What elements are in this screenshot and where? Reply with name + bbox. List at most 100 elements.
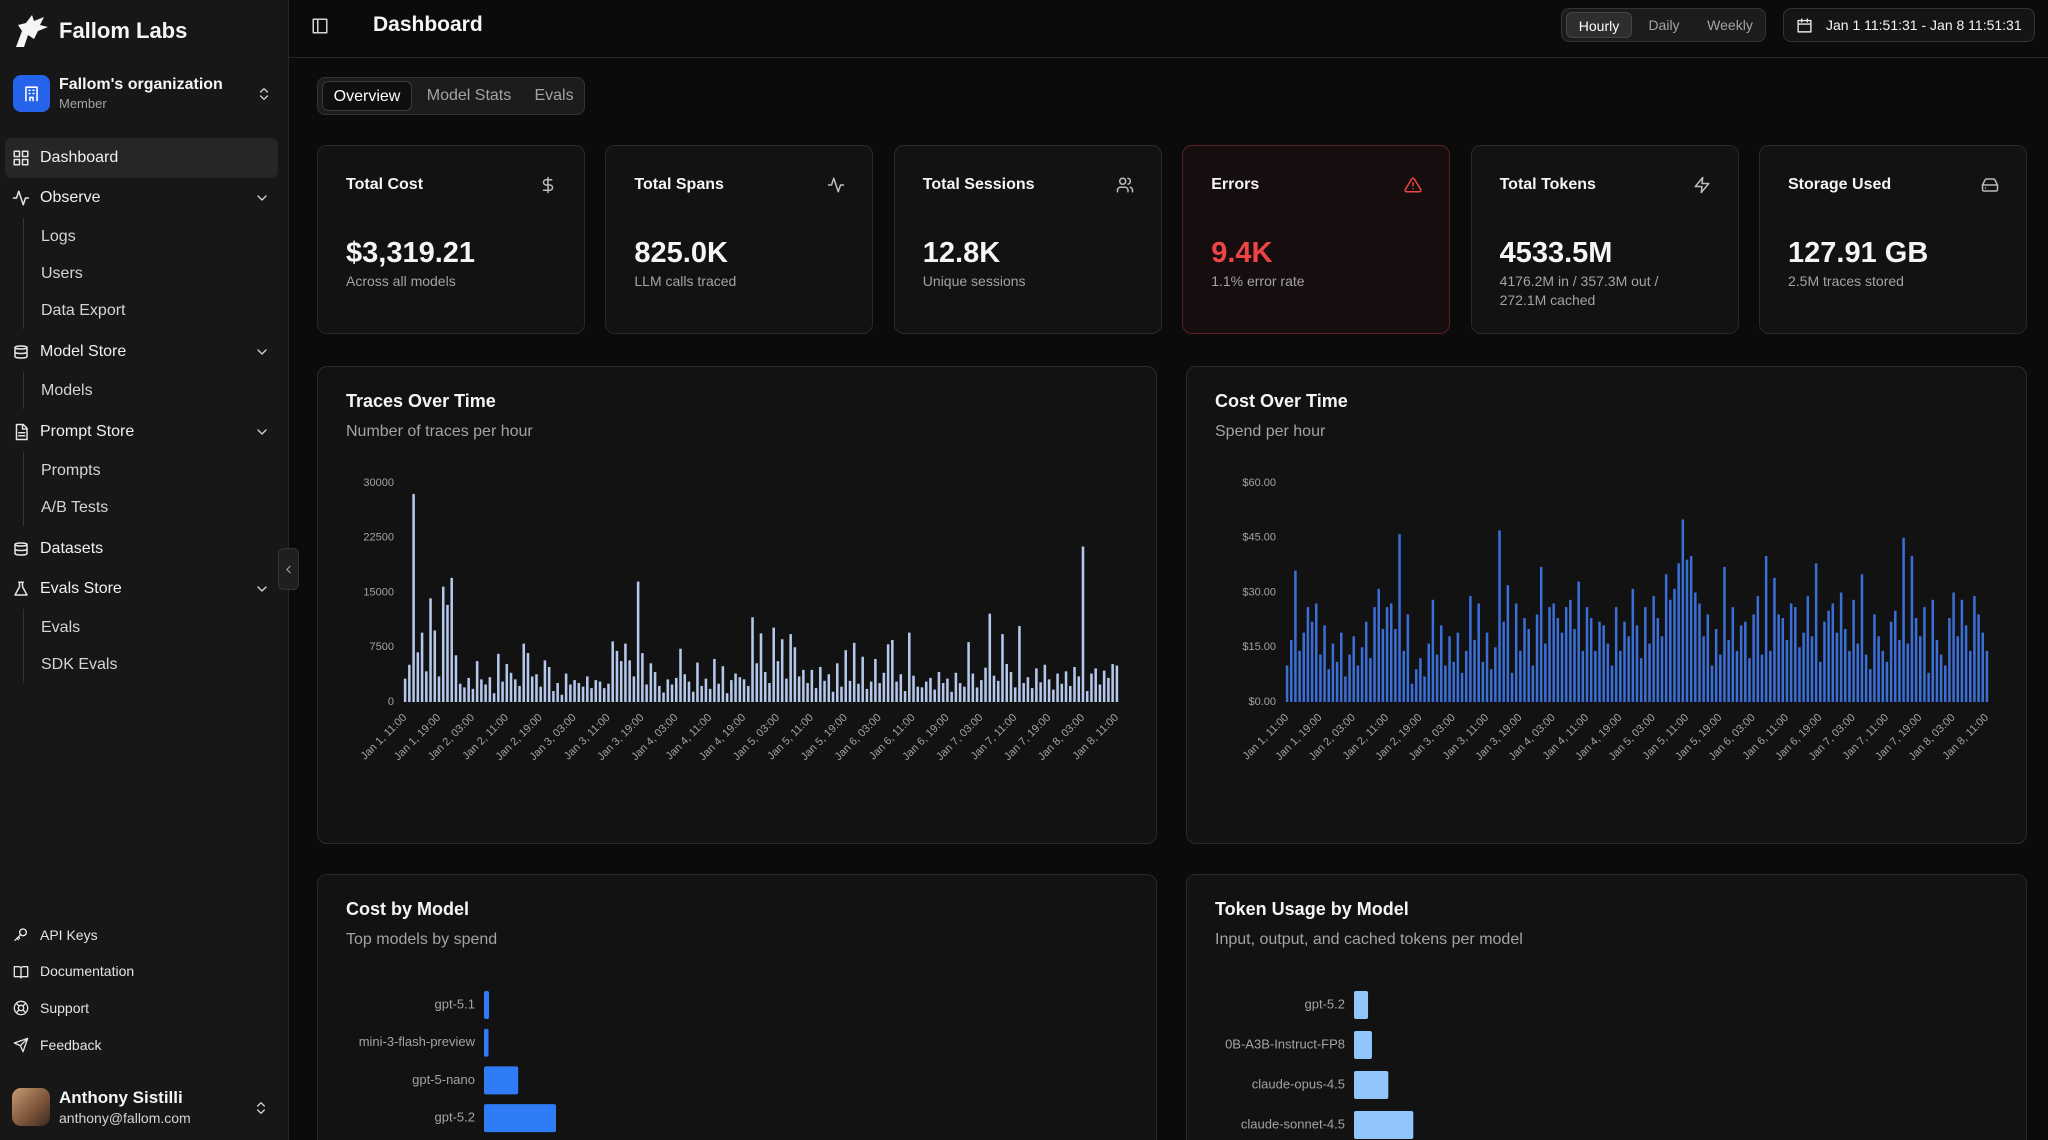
bar <box>1969 650 1972 702</box>
bar <box>1485 632 1489 702</box>
granularity-option[interactable]: Daily <box>1648 17 1680 33</box>
bar <box>1748 658 1751 702</box>
bar <box>1944 665 1947 702</box>
bar <box>420 632 424 702</box>
nav-item[interactable]: Observe <box>5 178 278 218</box>
stat-icon-path <box>542 176 554 194</box>
org-switcher[interactable]: Fallom's organization Member <box>5 72 284 116</box>
stat-icon-path <box>828 177 845 193</box>
footer-icon-path <box>13 965 29 979</box>
nav-subitem[interactable]: Models <box>30 372 278 409</box>
stat-card: Total Tokens 4533.5M 4176.2M in / 357.3M o… <box>1470 145 1739 334</box>
granularity-option[interactable]: Weekly <box>1707 17 1753 33</box>
nav-subitem[interactable]: Users <box>30 255 278 292</box>
bar <box>1005 664 1008 702</box>
bar <box>1577 581 1580 702</box>
stat-card: Storage Used 127.91 GB 2.5M traces stored <box>1759 145 2027 334</box>
bar <box>1354 1071 1389 1099</box>
stat-card: Errors 9.4K 1.1% error rate <box>1182 145 1451 334</box>
bar <box>1735 650 1739 702</box>
granularity-option[interactable]: Hourly <box>1566 12 1632 38</box>
user-menu[interactable]: Anthony Sistilli anthony@fallom.com <box>5 1084 284 1132</box>
nav-label: Evals Store <box>40 580 122 598</box>
stat-value: 127.91 GB <box>1788 236 1929 269</box>
bar <box>1656 618 1660 702</box>
bar <box>1785 639 1789 702</box>
bar <box>1856 643 1860 702</box>
bar <box>586 676 589 702</box>
bar <box>704 678 708 702</box>
date-range-picker[interactable]: Jan 1 11:51:31 - Jan 8 11:51:31 <box>1783 8 2035 42</box>
sidebar-collapse[interactable] <box>278 548 299 590</box>
bar <box>564 673 568 702</box>
stat-subtitle: LLM calls traced <box>634 273 737 289</box>
bar <box>547 666 551 702</box>
nav-item[interactable]: Datasets <box>5 529 278 569</box>
nav-sublabel: SDK Evals <box>41 655 118 673</box>
nav-item[interactable]: Dashboard <box>5 138 278 178</box>
bar <box>721 666 725 702</box>
bar <box>1523 618 1526 702</box>
tab[interactable]: Evals <box>534 87 574 104</box>
chart-title: Token Usage by Model <box>1215 899 1409 920</box>
nav-subitem[interactable]: SDK Evals <box>30 646 278 683</box>
sidebar-toggle[interactable] <box>306 12 334 40</box>
bar <box>1354 1031 1372 1059</box>
y-tick-label: $30.00 <box>1242 586 1276 598</box>
stat-title: Total Tokens <box>1499 176 1596 194</box>
nav-item[interactable]: Prompt Store <box>5 412 278 452</box>
bar <box>751 617 754 702</box>
y-tick-label: 15000 <box>363 586 394 598</box>
bar <box>1627 636 1630 702</box>
nav-subitem[interactable]: Evals <box>30 609 278 646</box>
tab[interactable]: Model Stats <box>426 87 512 104</box>
y-tick-label: gpt-5-nano <box>412 1072 475 1087</box>
bar <box>1973 596 1976 702</box>
bar <box>1477 603 1480 702</box>
bar <box>1952 592 1955 702</box>
footer-link[interactable]: Documentation <box>5 956 278 988</box>
nav-icon <box>14 542 28 556</box>
chart-card: Cost Over Time Spend per hour $0.00 $15.00 $… <box>1186 366 2027 844</box>
org-role: Member <box>59 96 107 112</box>
bar <box>522 643 526 702</box>
footer-link[interactable]: Feedback <box>5 1029 278 1061</box>
y-tick-label: gpt-5.2 <box>435 1110 475 1125</box>
y-tick-label: 0 <box>388 696 394 708</box>
chart-title: Traces Over Time <box>346 391 496 412</box>
bar <box>980 680 983 702</box>
bar <box>1402 650 1405 702</box>
stat-title: Errors <box>1211 176 1260 194</box>
bar <box>785 678 788 702</box>
nav-item[interactable]: Model Store <box>5 332 278 372</box>
nav-sublabel: A/B Tests <box>41 498 109 516</box>
bar <box>1064 671 1068 702</box>
nav-subitem[interactable]: Prompts <box>30 452 278 489</box>
bar <box>552 691 555 702</box>
bar <box>429 598 432 702</box>
footer-link[interactable]: API Keys <box>5 919 278 951</box>
nav-subitem[interactable]: A/B Tests <box>30 489 278 526</box>
org-avatar <box>13 75 50 112</box>
footer-link[interactable]: Support <box>5 992 278 1024</box>
chart-title: Cost by Model <box>346 899 470 920</box>
nav-item[interactable]: Evals Store <box>5 569 278 609</box>
bar <box>950 691 953 702</box>
bar <box>1494 647 1497 702</box>
bar <box>1506 585 1510 702</box>
tab[interactable]: Overview <box>322 81 412 111</box>
bar <box>1354 1111 1414 1139</box>
bar <box>569 684 572 702</box>
nav-subitem[interactable]: Data Export <box>30 292 278 329</box>
bar <box>1794 607 1797 702</box>
bar <box>1869 669 1872 702</box>
bar <box>412 493 415 702</box>
bar <box>624 643 627 702</box>
nav-chevron-path <box>257 349 267 355</box>
nav-subitem[interactable]: Logs <box>30 218 278 255</box>
bar <box>920 687 924 702</box>
bar <box>1289 639 1293 702</box>
bar <box>1710 665 1714 702</box>
bar <box>1319 654 1322 702</box>
